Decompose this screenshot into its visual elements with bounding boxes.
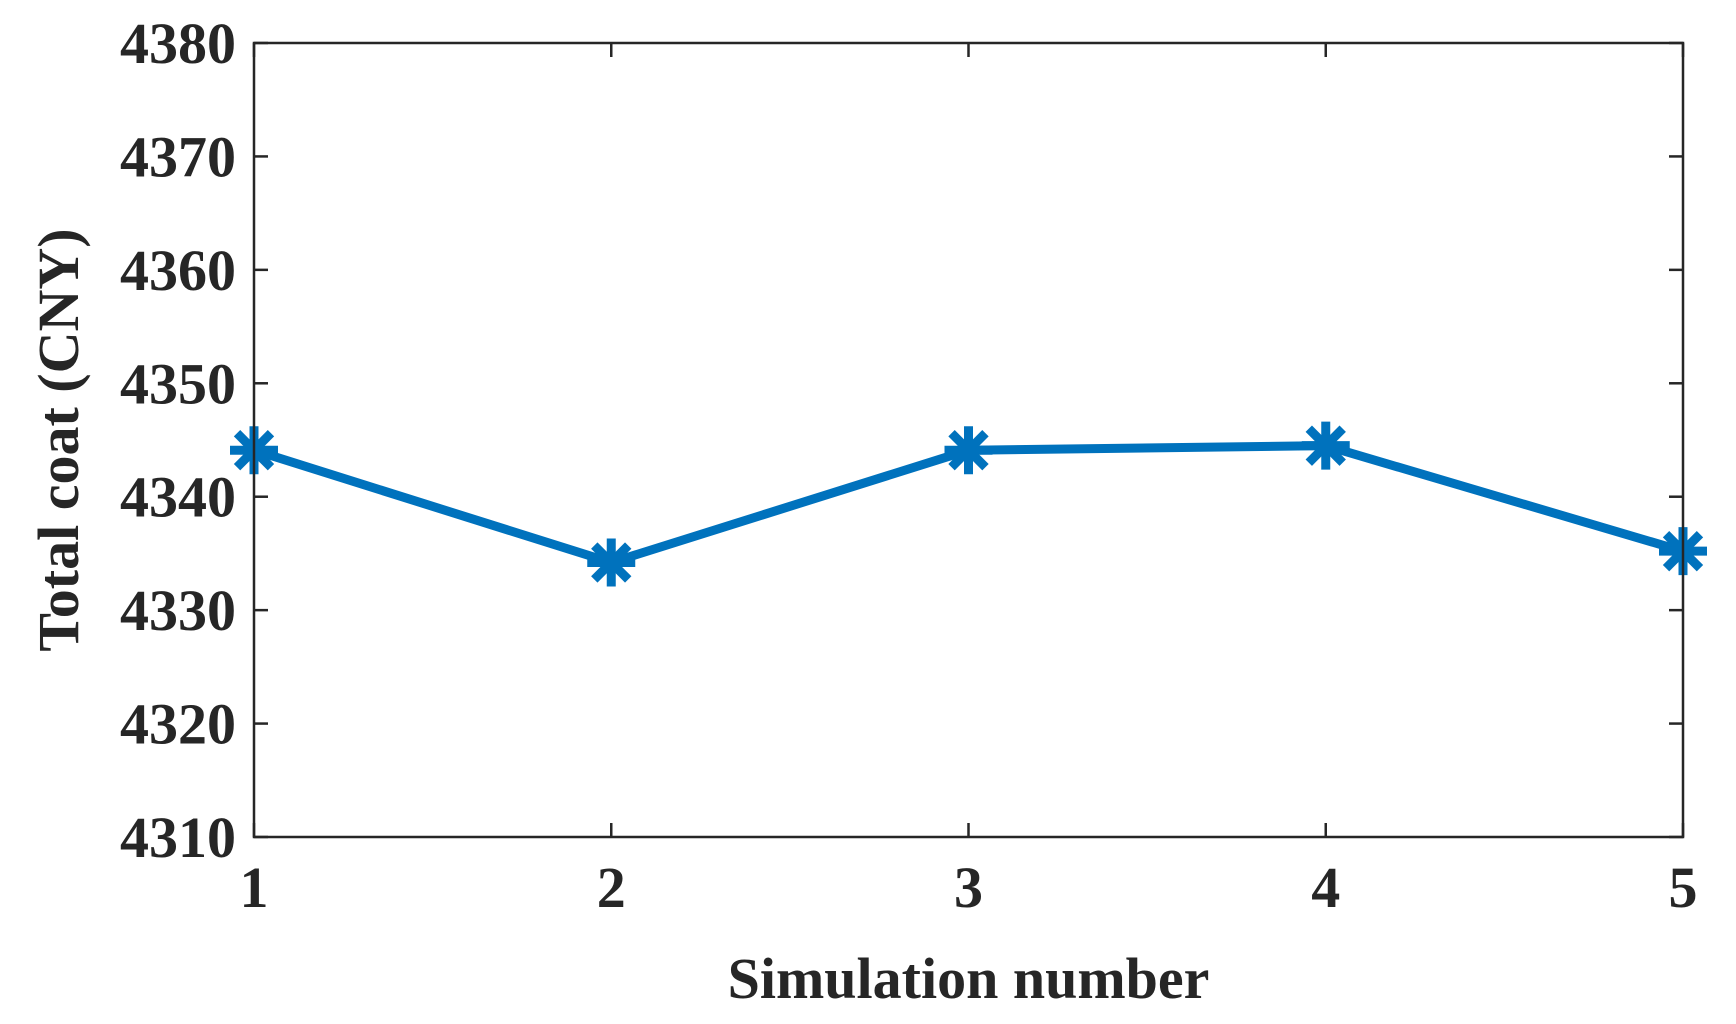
y-tick-label: 4370 bbox=[120, 124, 236, 189]
y-tick-label: 4360 bbox=[120, 238, 236, 303]
axes-box bbox=[252, 41, 1685, 839]
y-tick-label: 4310 bbox=[120, 805, 236, 870]
y-tick-label: 4330 bbox=[120, 578, 236, 643]
x-tick-label: 3 bbox=[954, 855, 983, 920]
y-tick-labels: 4310 4320 4330 4340 4350 4360 4370 4380 bbox=[120, 11, 236, 870]
data-point-marker bbox=[944, 426, 993, 475]
x-tick-label: 1 bbox=[240, 855, 269, 920]
data-point-marker bbox=[587, 538, 636, 587]
x-tick-label: 2 bbox=[597, 855, 626, 920]
y-tick-label: 4380 bbox=[120, 11, 236, 76]
y-axis-title: Total coat (CNY) bbox=[26, 228, 91, 651]
y-tick-label: 4350 bbox=[120, 351, 236, 416]
x-tick-label: 5 bbox=[1669, 855, 1698, 920]
y-tick-label: 4320 bbox=[120, 692, 236, 757]
x-axis-title: Simulation number bbox=[728, 946, 1210, 1011]
x-tick-label: 4 bbox=[1311, 855, 1340, 920]
x-tick-labels: 1 2 3 4 5 bbox=[240, 855, 1698, 920]
y-tick-label: 4340 bbox=[120, 465, 236, 530]
data-point-marker bbox=[1301, 421, 1350, 470]
